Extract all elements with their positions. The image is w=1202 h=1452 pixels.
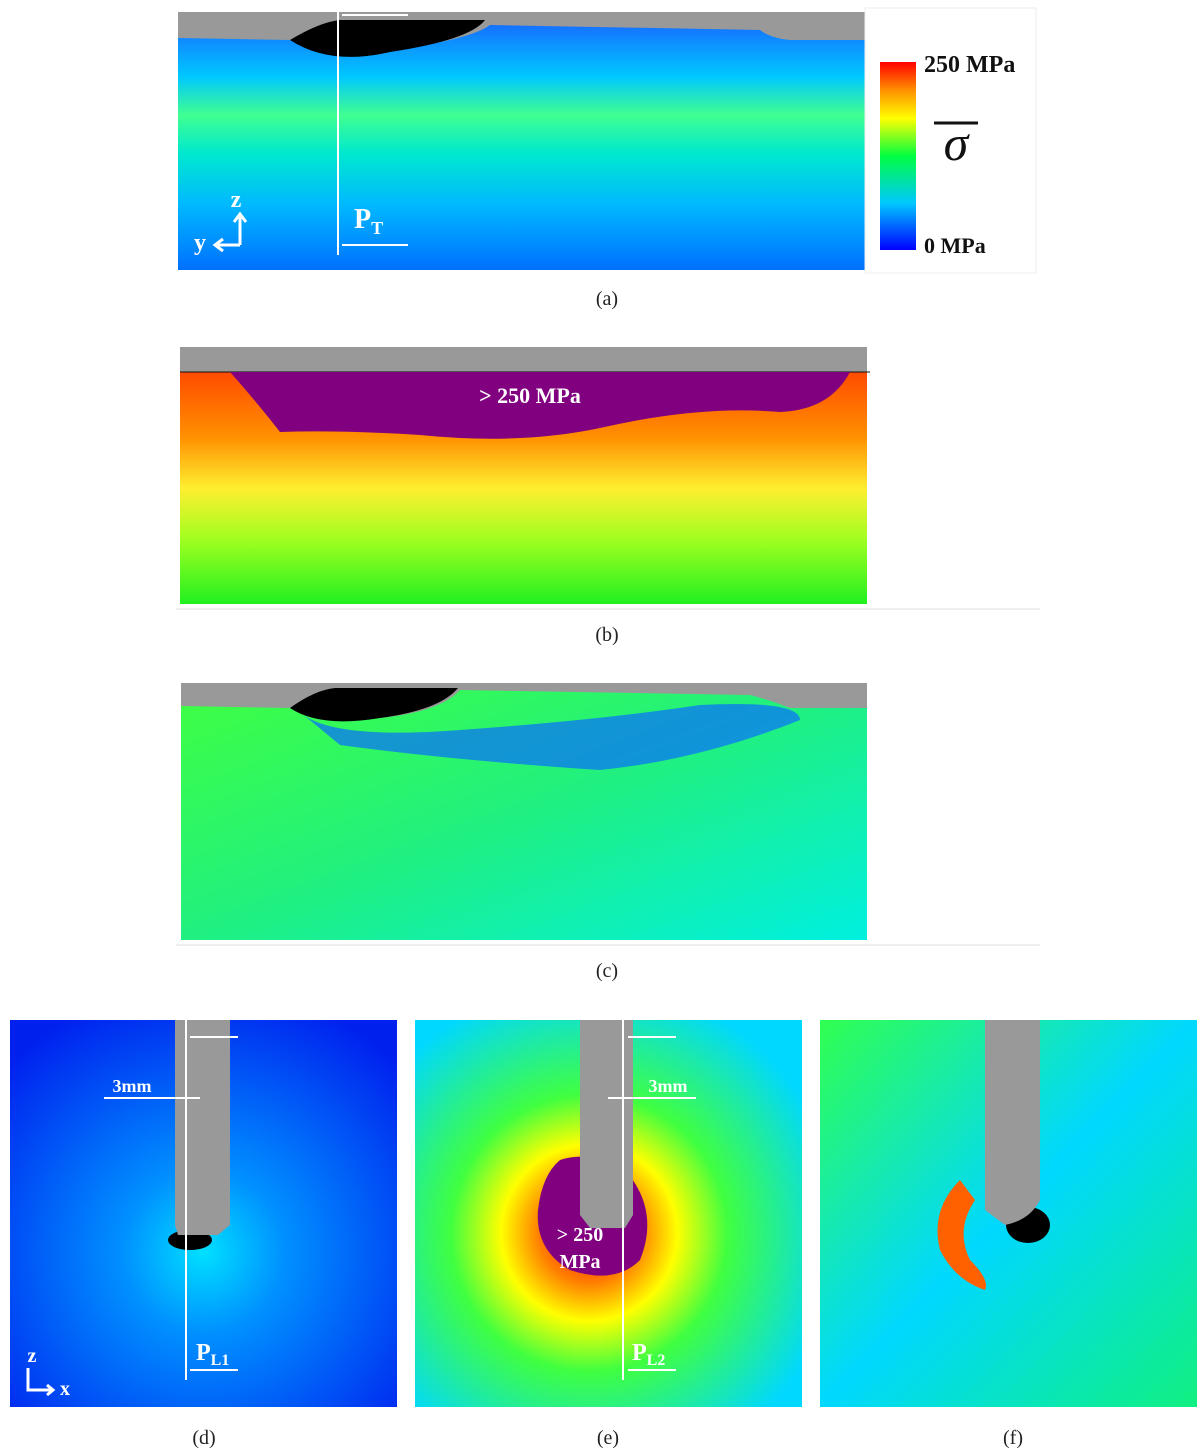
symbol: σ	[944, 115, 971, 171]
high-stress-region	[230, 372, 850, 439]
axis-arrows	[26, 1368, 56, 1397]
dimension-label: 3mm	[649, 1076, 688, 1096]
axis-label: z	[231, 187, 242, 213]
stress-field	[178, 12, 865, 270]
probe-label: PL1	[196, 1340, 229, 1369]
colorbar	[880, 62, 916, 250]
axis-label: y	[194, 230, 206, 256]
colorbar-min: 0 MPa	[924, 233, 986, 258]
axis-arrows	[212, 211, 248, 253]
high-stress-region	[937, 1180, 986, 1290]
panel-label: (e)	[597, 1427, 619, 1449]
tool	[175, 1020, 230, 1235]
probe-label: PL2	[632, 1340, 665, 1369]
axis-label: x	[60, 1378, 70, 1400]
void	[290, 688, 458, 722]
panel-label: (d)	[192, 1427, 215, 1449]
axis-label: z	[28, 1345, 37, 1367]
panel-label: (b)	[595, 624, 618, 646]
probe-label: PT	[354, 204, 383, 238]
annotation: > 250 MPa	[479, 383, 581, 408]
annotation: > 250	[557, 1224, 603, 1246]
colorbar-max: 250 MPa	[924, 52, 1015, 78]
dimension-label: 3mm	[113, 1076, 152, 1096]
tool	[985, 1020, 1040, 1225]
tool	[180, 347, 867, 372]
panel-label: (c)	[596, 960, 618, 982]
tool	[580, 1020, 633, 1228]
annotation: MPa	[559, 1251, 600, 1273]
panel-label: (f)	[1003, 1427, 1023, 1449]
panel-label: (a)	[596, 288, 618, 310]
low-stress-region	[300, 704, 800, 770]
